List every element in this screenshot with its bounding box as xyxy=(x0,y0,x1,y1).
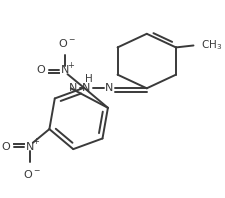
Text: N: N xyxy=(104,83,112,93)
Text: N: N xyxy=(82,83,90,93)
Text: N: N xyxy=(68,83,77,93)
Text: O$^-$: O$^-$ xyxy=(57,37,75,49)
Text: H: H xyxy=(85,74,93,84)
Text: O: O xyxy=(36,65,44,75)
Text: CH$_3$: CH$_3$ xyxy=(200,39,221,52)
Text: N: N xyxy=(26,142,34,152)
Text: +: + xyxy=(67,61,74,70)
Text: N: N xyxy=(60,65,68,75)
Text: O$^-$: O$^-$ xyxy=(23,168,41,180)
Text: O: O xyxy=(1,142,10,152)
Text: +: + xyxy=(32,137,39,146)
